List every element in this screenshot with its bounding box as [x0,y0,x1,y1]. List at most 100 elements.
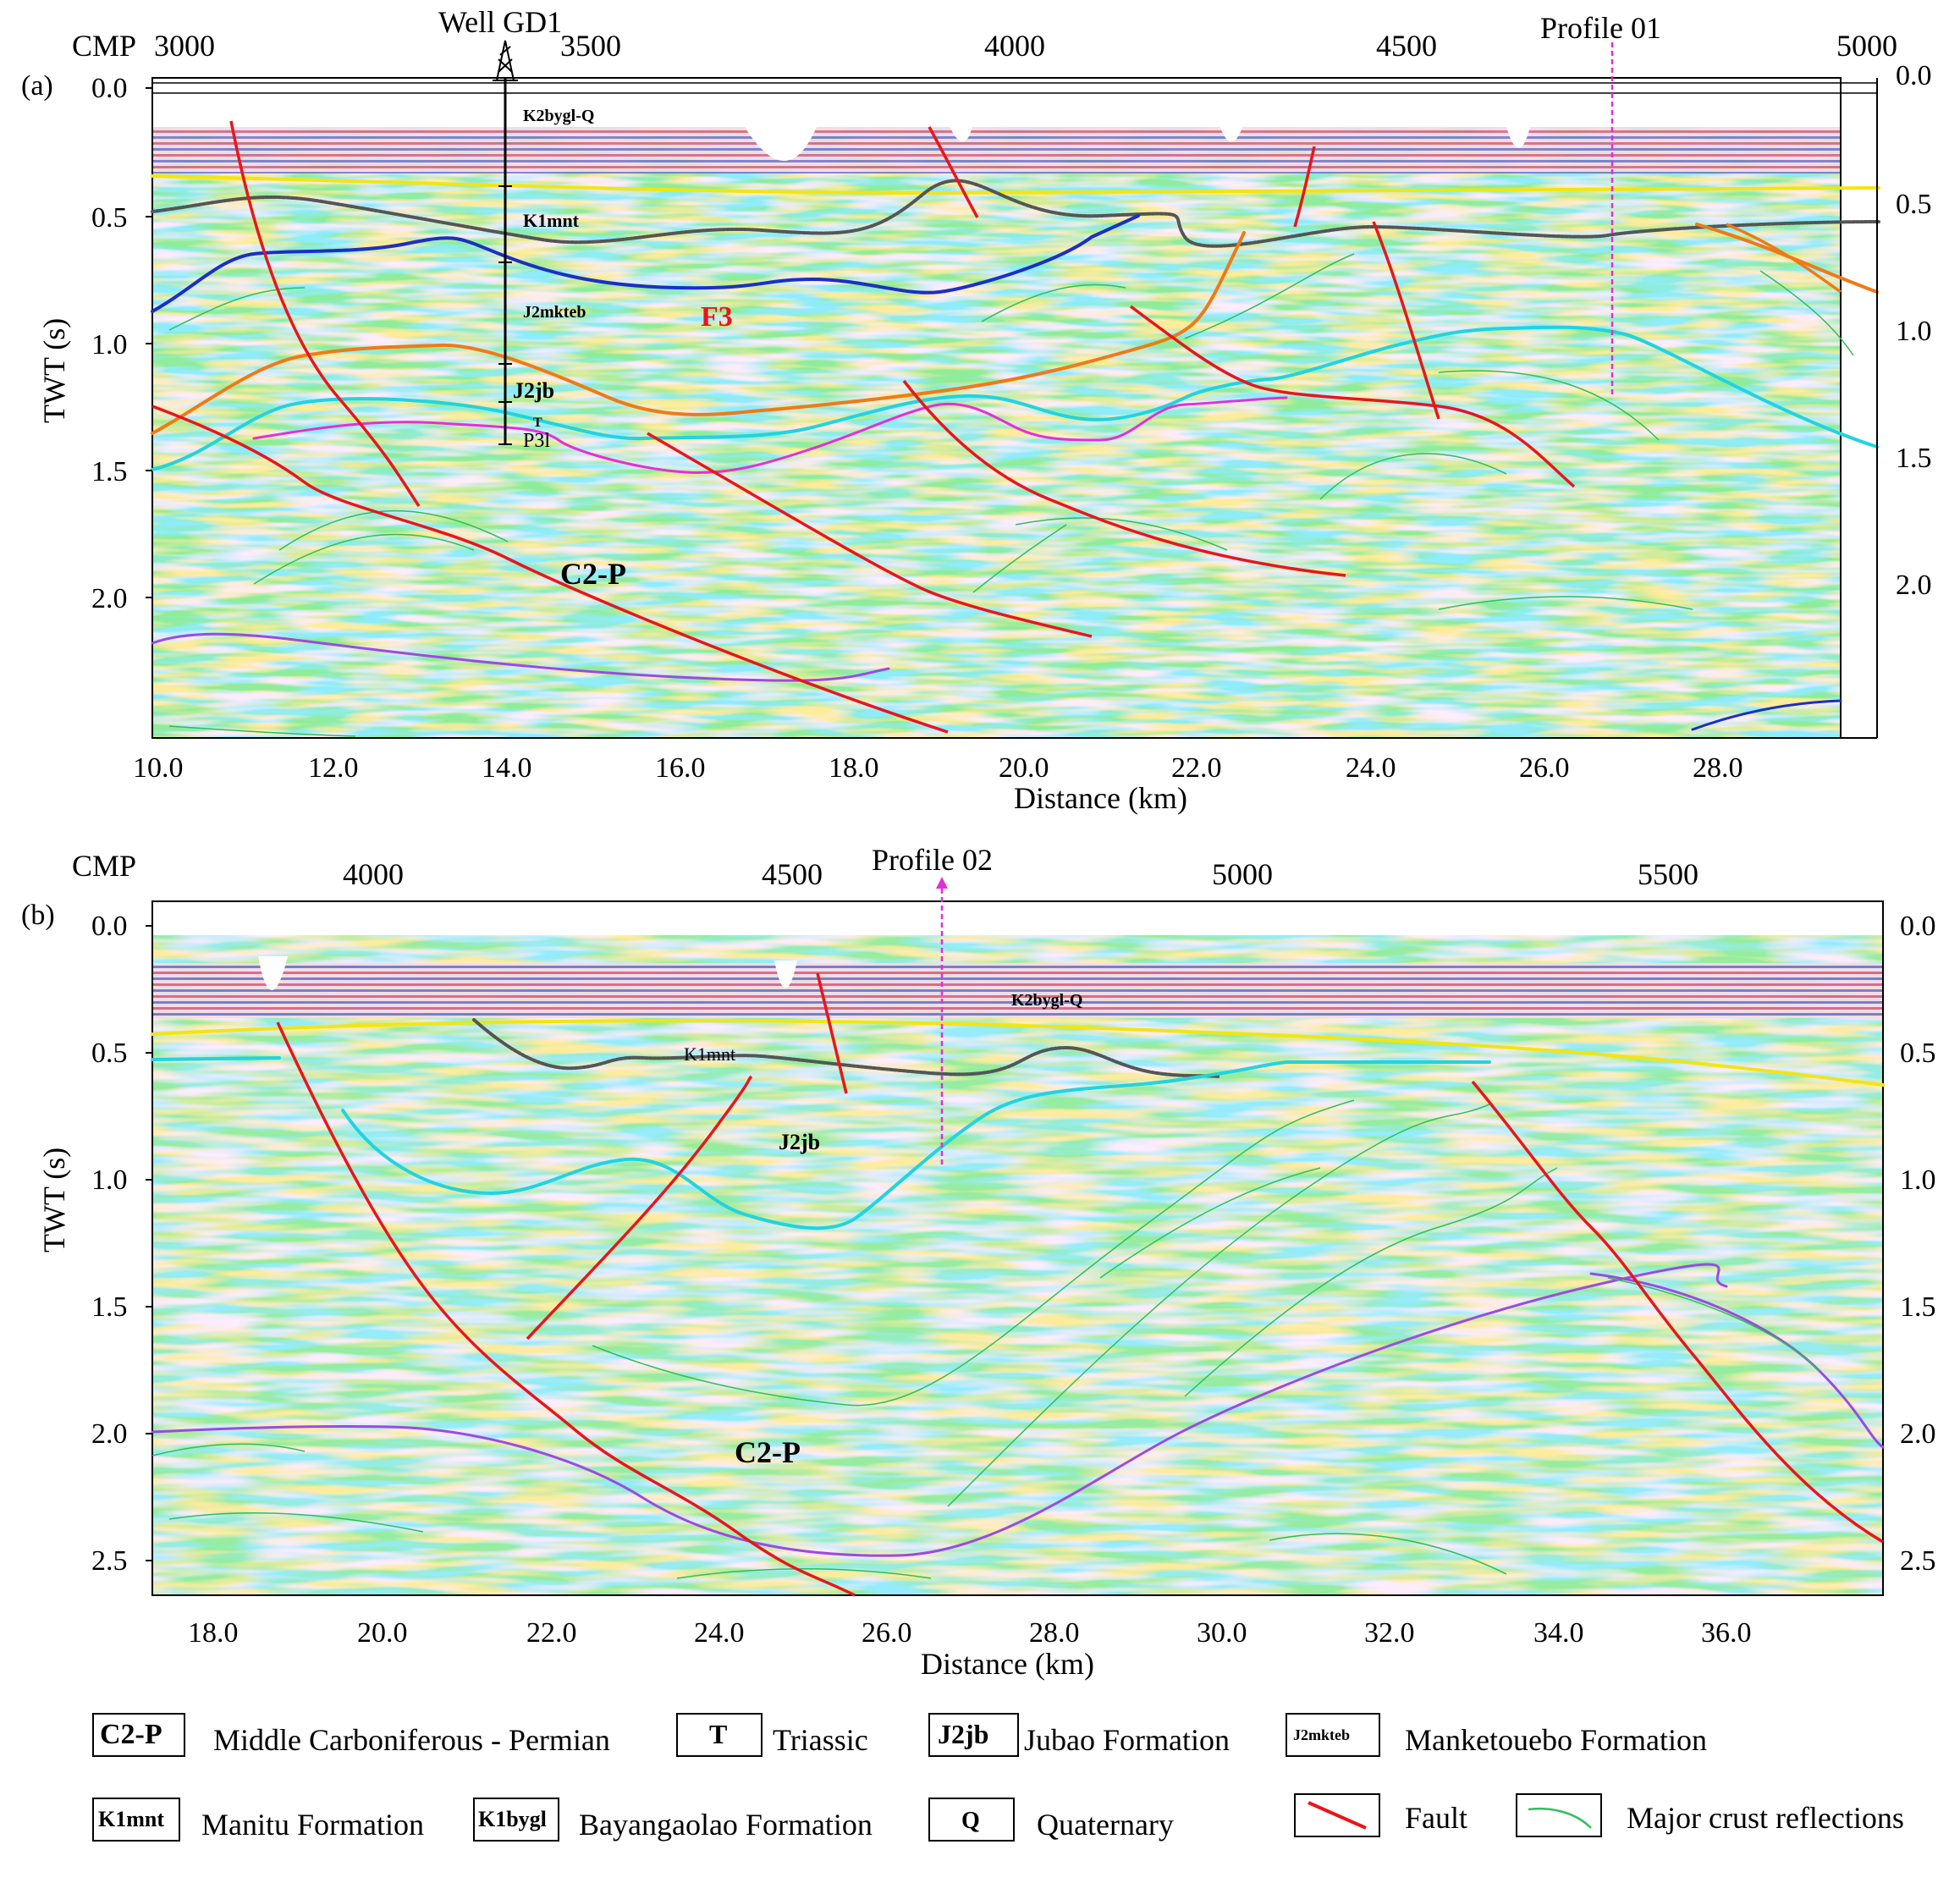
t-base-horizon-a [151,325,1879,471]
y-tick-r-a-2: 1.0 [1896,316,1932,347]
cmp-ticks-b: 4000 4500 5000 5500 [343,857,1698,891]
x-axis-title-a: Distance (km) [1014,781,1187,815]
cmp-tick-a-3500: 3500 [560,29,621,63]
seismic-section-a [152,78,1841,738]
frame-a [151,77,1842,739]
horizons-b [151,1018,1885,1557]
y-axis-title-a: TWT (s) [37,318,71,423]
legend-item-q: Q Quaternary [928,1798,1174,1842]
k1mnt-base-horizon-a [151,179,1880,248]
x-tick-b-9: 36.0 [1701,1617,1752,1649]
t-base-horizon-b [151,1056,1491,1231]
x-tick-b-2: 22.0 [526,1617,577,1649]
cmp-ticks-a: 3000 3500 4000 4500 5000 [154,29,1897,63]
cmp-tick-a-3000: 3000 [154,29,215,63]
cmp-tick-b-5000: 5000 [1212,857,1273,891]
y-tick-a-0: 0.0 [91,73,128,104]
y-tick-r-a-3: 1.5 [1896,443,1932,474]
legend-code-k1bygl: K1bygl [478,1807,547,1831]
legend-label-c2p: Middle Carboniferous - Permian [213,1723,610,1757]
panel-a: Profile 01 Well GD1 K2bygl-Q K1mnt J2mkt… [21,5,1932,815]
x-tick-a-1: 12.0 [308,752,359,784]
y-ticks-left-a: 0.0 0.5 1.0 1.5 2.0 [91,73,152,614]
panel-tag-b: (b) [21,900,55,931]
crust-reflections-a [168,253,1854,737]
legend-code-j2jb: J2jb [938,1719,988,1749]
cmp-tick-b-5500: 5500 [1638,857,1698,891]
c2p-deep-horizon-b [151,1263,1728,1557]
unit-label-j2mkteb-a: J2mkteb [523,303,586,322]
crust-reflections-b [151,1099,1820,1579]
well-gd1-label: Well GD1 [438,5,562,39]
panel-b: Profile 02 K2bygl-Q K1mnt J2jb C2-P (b) … [21,843,1936,1681]
legend-label-fault: Fault [1405,1801,1467,1835]
legend-item-fault: Fault [1294,1793,1467,1837]
x-tick-b-7: 32.0 [1364,1617,1415,1649]
legend-item-j2mkteb: J2mkteb Manketouebo Formation [1286,1713,1707,1757]
legend-item-t: T Triassic [676,1713,868,1757]
profile-02-marker: Profile 02 [872,843,993,1168]
y-tick-r-a-0: 0.0 [1896,60,1932,91]
x-tick-b-5: 28.0 [1029,1617,1080,1649]
legend-code-j2mkteb: J2mkteb [1293,1726,1350,1743]
profile-01-marker: Profile 01 [1540,11,1661,398]
y-tick-b-4: 2.0 [91,1418,128,1450]
x-tick-a-3: 16.0 [655,752,706,784]
x-axis-title-b: Distance (km) [921,1647,1094,1681]
j2jb-base-horizon-a [151,231,1246,435]
legend: C2-P Middle Carboniferous - Permian T Tr… [92,1713,1904,1842]
legend-code-q: Q [961,1808,980,1834]
unit-label-j2jb-b: J2jb [779,1130,820,1154]
cmp-tick-a-4000: 4000 [984,29,1045,63]
legend-label-k1bygl: Bayangaolao Formation [579,1808,873,1842]
x-ticks-a: 10.0 12.0 14.0 16.0 18.0 20.0 22.0 24.0 … [133,752,1743,784]
legend-label-crust-reflections: Major crust reflections [1627,1801,1904,1835]
x-tick-a-6: 22.0 [1171,752,1222,784]
y-tick-r-b-2: 1.0 [1900,1164,1936,1196]
legend-label-j2jb: Jubao Formation [1024,1723,1230,1757]
y-tick-r-a-4: 2.0 [1896,570,1932,601]
unit-label-t-a: T [533,416,542,430]
legend-code-c2p: C2-P [100,1719,162,1750]
legend-label-q: Quaternary [1037,1808,1174,1842]
y-tick-r-b-4: 2.0 [1900,1418,1936,1450]
x-tick-a-2: 14.0 [482,752,532,784]
y-axis-title-b: TWT (s) [37,1148,71,1253]
cmp-prefix-a: CMP [72,29,136,63]
j2mkteb-base-horizon-a [151,214,1140,313]
fault-line-icon [1308,1801,1367,1830]
cmp-tick-b-4500: 4500 [762,857,823,891]
x-tick-a-5: 20.0 [999,752,1049,784]
unit-label-p3l-a: P3l [523,430,550,452]
unit-label-j2jb-a: J2jb [513,378,554,403]
derrick-icon [493,40,518,81]
y-tick-r-b-3: 1.5 [1900,1291,1936,1323]
cmp-tick-a-5000: 5000 [1836,29,1897,63]
x-tick-b-6: 30.0 [1197,1617,1247,1649]
cmp-tick-b-4000: 4000 [343,857,404,891]
crust-reflection-line-icon [1528,1807,1592,1829]
unit-label-c2p-a: C2-P [560,557,626,591]
unit-label-k2bygl-q-b: K2bygl-Q [1011,991,1082,1010]
x-ticks-b: 18.0 20.0 22.0 24.0 26.0 28.0 30.0 32.0 … [188,1617,1752,1649]
x-tick-a-0: 10.0 [133,752,184,784]
x-tick-b-0: 18.0 [188,1617,239,1649]
legend-item-k1mnt: K1mnt Manitu Formation [92,1798,424,1842]
y-tick-b-2: 1.0 [91,1164,128,1196]
profile-02-label: Profile 02 [872,843,993,877]
unit-label-k1mnt-a: K1mnt [523,210,580,231]
legend-item-j2jb: J2jb Jubao Formation [928,1713,1230,1757]
p3l-base-horizon-a [252,396,1288,474]
legend-code-k1mnt: K1mnt [98,1807,164,1831]
frame-b [151,900,1884,1596]
x-tick-b-4: 26.0 [862,1617,912,1649]
cmp-tick-a-4500: 4500 [1376,29,1437,63]
y-ticks-right-b: 0.0 0.5 1.0 1.5 2.0 2.5 [1900,911,1936,1577]
y-tick-a-2: 1.0 [91,329,128,361]
legend-item-c2p: C2-P Middle Carboniferous - Permian [92,1713,610,1757]
y-tick-a-4: 2.0 [91,583,128,614]
legend-label-j2mkteb: Manketouebo Formation [1405,1723,1707,1757]
y-tick-b-1: 0.5 [91,1038,128,1069]
profile-01-label: Profile 01 [1540,11,1661,45]
